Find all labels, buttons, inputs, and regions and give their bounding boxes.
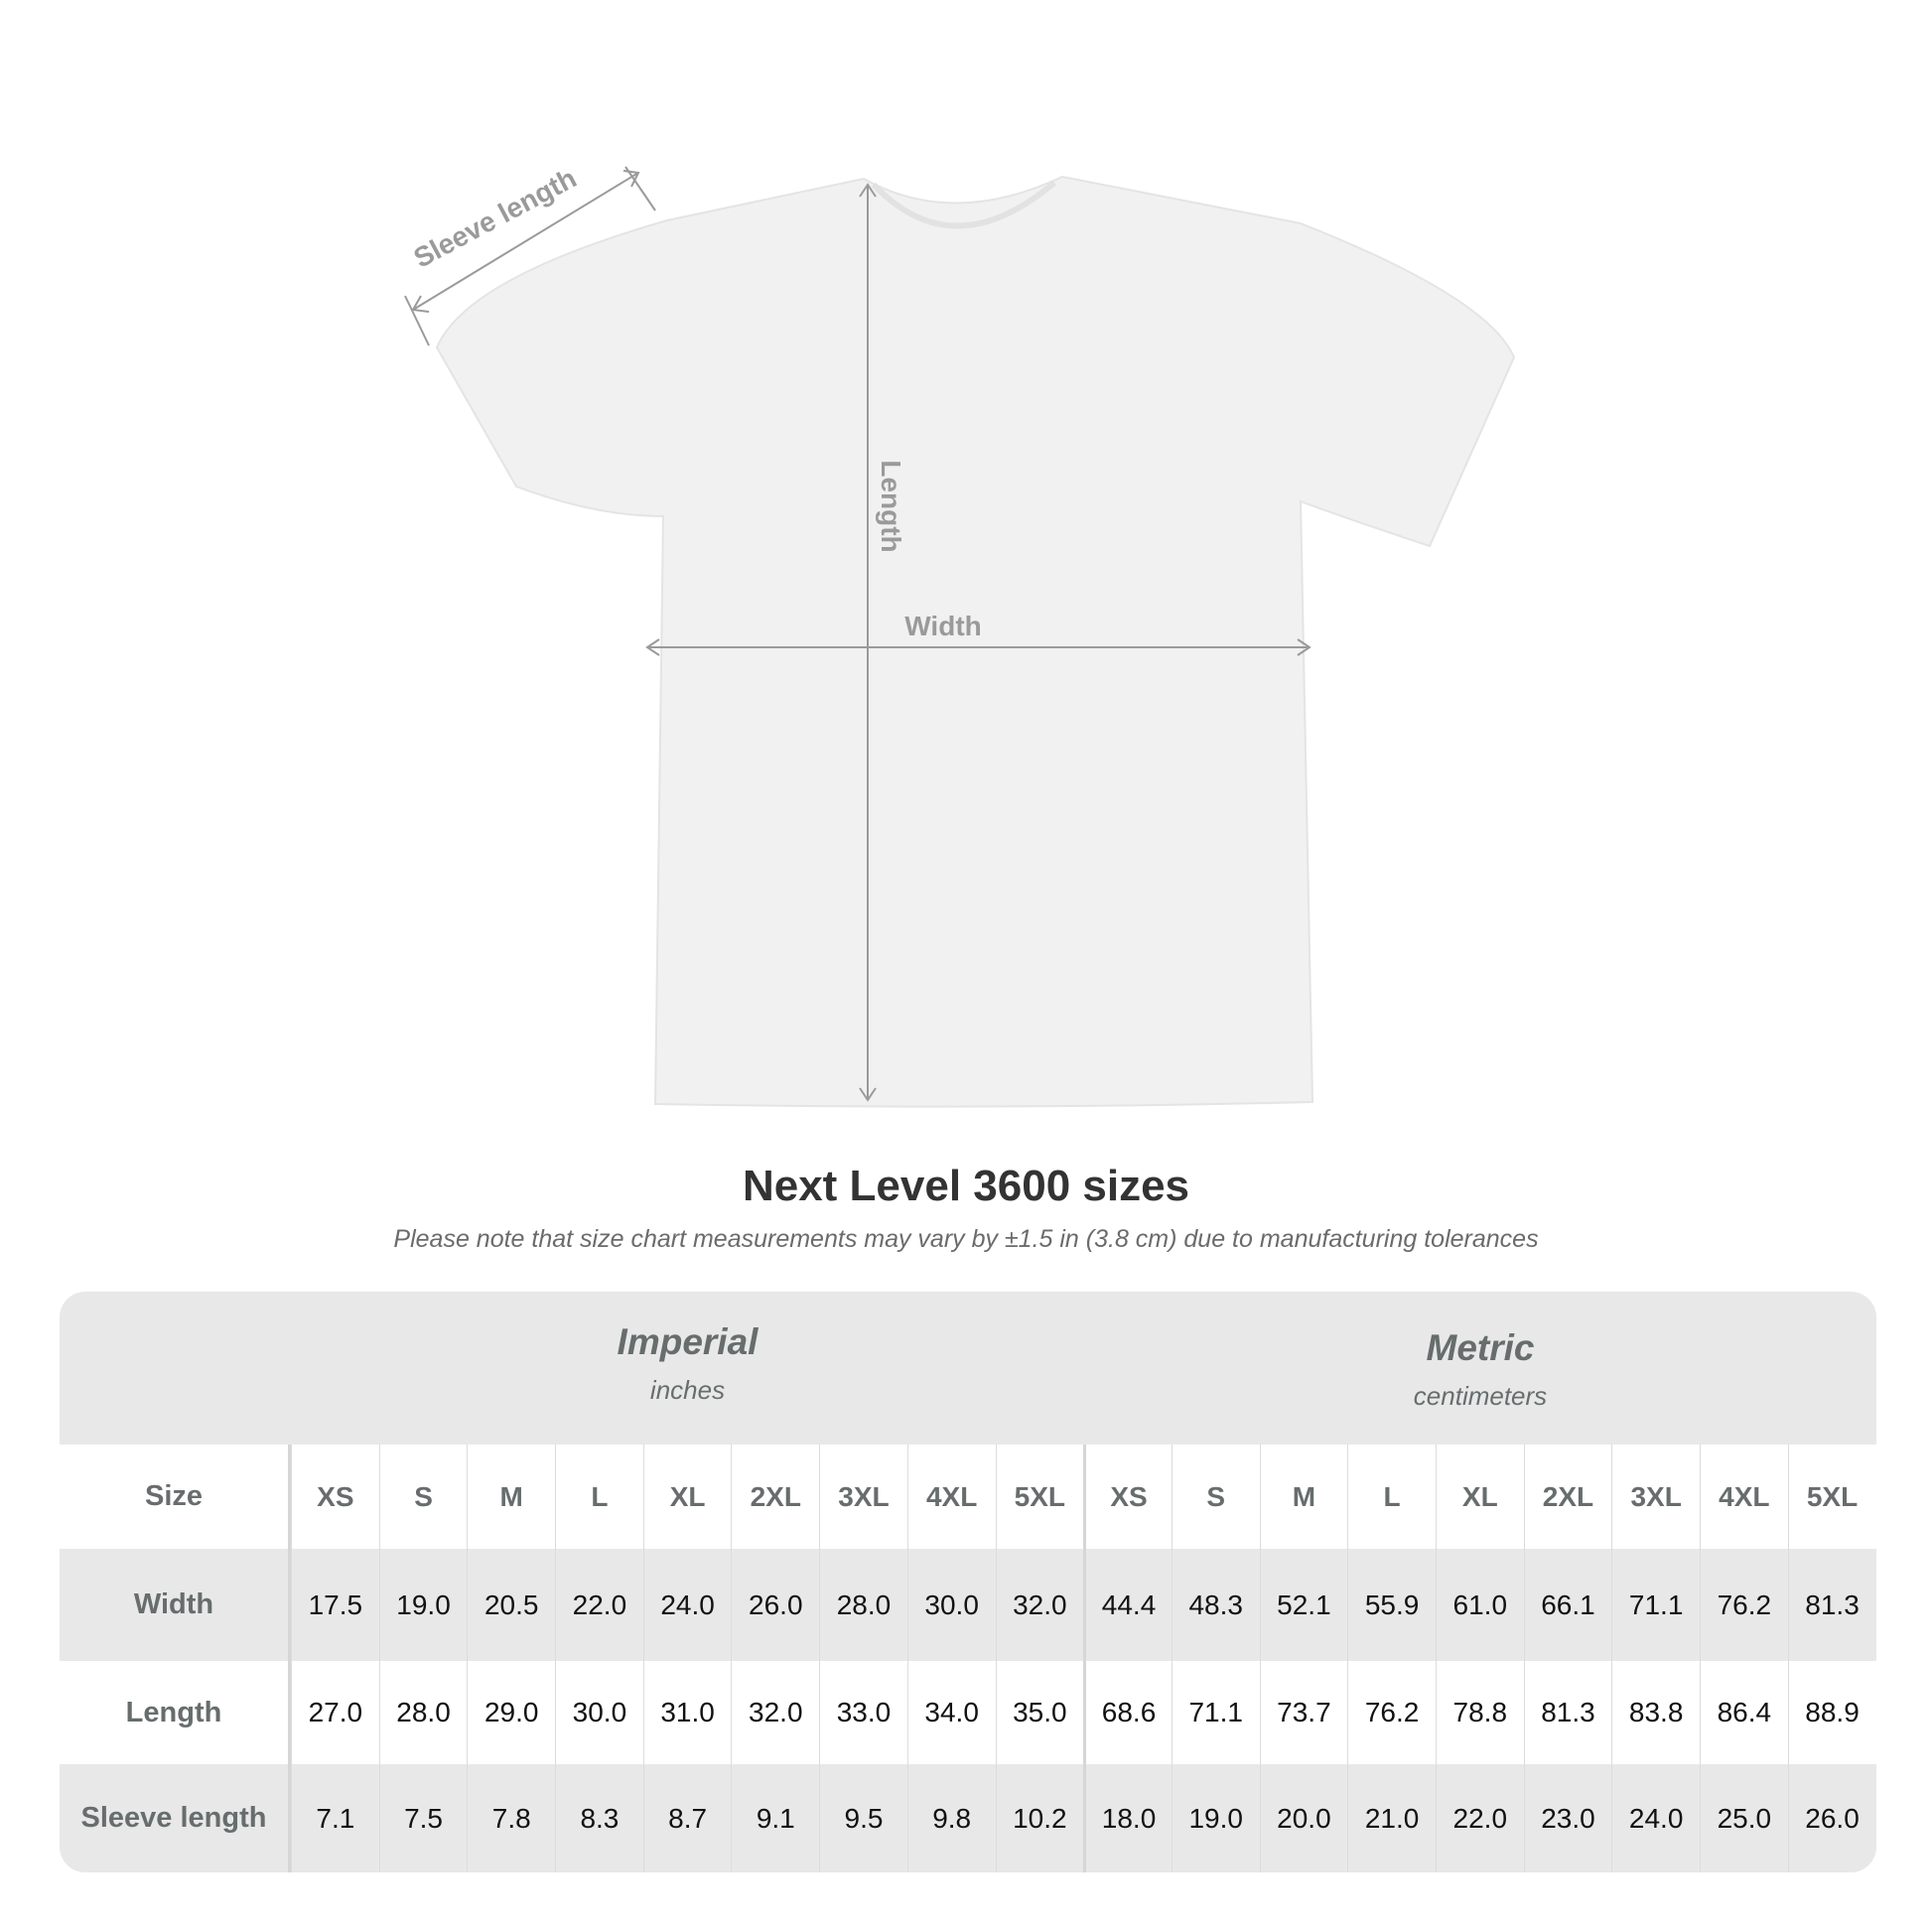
size-label-imperial: 2XL	[731, 1445, 819, 1549]
value-cell-imperial: 32.0	[731, 1661, 819, 1764]
value-cell-metric: 86.4	[1700, 1661, 1788, 1764]
size-label-imperial: M	[467, 1445, 555, 1549]
size-label-imperial: 5XL	[995, 1445, 1084, 1549]
value-cell-metric: 24.0	[1611, 1764, 1700, 1872]
value-cell-metric: 81.3	[1787, 1549, 1876, 1661]
value-cell-metric: 76.2	[1347, 1661, 1436, 1764]
value-cell-imperial: 7.8	[467, 1764, 555, 1872]
value-cell-imperial: 8.3	[555, 1764, 643, 1872]
value-cell-imperial: 28.0	[378, 1661, 468, 1764]
value-cell-imperial: 33.0	[819, 1661, 907, 1764]
value-cell-imperial: 9.1	[731, 1764, 819, 1872]
row-label: Length	[60, 1661, 291, 1764]
value-cell-imperial: 29.0	[467, 1661, 555, 1764]
value-cell-metric: 21.0	[1347, 1764, 1436, 1872]
size-label-imperial: XL	[642, 1445, 732, 1549]
value-cell-imperial: 7.1	[291, 1764, 379, 1872]
size-label-metric: 3XL	[1611, 1445, 1700, 1549]
value-cell-imperial: 26.0	[731, 1549, 819, 1661]
value-cell-metric: 48.3	[1171, 1549, 1260, 1661]
value-cell-metric: 88.9	[1787, 1661, 1876, 1764]
value-cell-imperial: 22.0	[555, 1549, 643, 1661]
size-label-metric: XL	[1435, 1445, 1524, 1549]
value-cell-metric: 20.0	[1259, 1764, 1348, 1872]
metric-header: Metric centimeters	[1084, 1327, 1876, 1412]
imperial-unit: inches	[649, 1375, 726, 1405]
value-cell-metric: 73.7	[1259, 1661, 1348, 1764]
tshirt-diagram: Sleeve length Length Width	[404, 163, 1516, 1108]
value-cell-metric: 25.0	[1700, 1764, 1788, 1872]
page-title: Next Level 3600 sizes	[742, 1162, 1190, 1210]
value-cell-imperial: 35.0	[995, 1661, 1084, 1764]
sleeve-arrow	[412, 172, 639, 311]
size-header-row: Size XS S M L XL 2XL 3XL 4XL 5XL XS S M L XL 2XL 3XL 4XL 5…	[60, 1445, 1876, 1549]
size-label-metric: L	[1347, 1445, 1436, 1549]
value-cell-metric: 61.0	[1435, 1549, 1524, 1661]
value-cell-metric: 23.0	[1523, 1764, 1612, 1872]
size-label-imperial: XS	[291, 1445, 379, 1549]
value-cell-metric: 68.6	[1083, 1661, 1172, 1764]
size-label-imperial: 3XL	[819, 1445, 907, 1549]
imperial-header: Imperial inches	[291, 1321, 1084, 1406]
value-cell-imperial: 28.0	[819, 1549, 907, 1661]
size-label-metric: 2XL	[1523, 1445, 1612, 1549]
tshirt-collar	[871, 180, 1056, 229]
size-label-metric: M	[1259, 1445, 1348, 1549]
value-cell-imperial: 17.5	[291, 1549, 379, 1661]
value-cell-imperial: 8.7	[642, 1764, 732, 1872]
length-label: Length	[876, 460, 906, 552]
size-label-metric: 5XL	[1787, 1445, 1876, 1549]
size-label-imperial: S	[378, 1445, 468, 1549]
value-cell-metric: 71.1	[1611, 1549, 1700, 1661]
width-label: Width	[904, 611, 982, 641]
value-cell-metric: 52.1	[1259, 1549, 1348, 1661]
value-cell-imperial: 27.0	[291, 1661, 379, 1764]
size-label-imperial: 4XL	[906, 1445, 996, 1549]
value-cell-metric: 81.3	[1523, 1661, 1612, 1764]
value-cell-metric: 76.2	[1700, 1549, 1788, 1661]
value-cell-metric: 26.0	[1787, 1764, 1876, 1872]
size-label-metric: XS	[1083, 1445, 1172, 1549]
table-row: Sleeve length 7.1 7.5 7.8 8.3 8.7 9.1 9.5 9.8 10.…	[60, 1764, 1876, 1872]
value-cell-imperial: 30.0	[555, 1661, 643, 1764]
sleeve-length-label: Sleeve length	[409, 163, 582, 274]
metric-unit: centimeters	[1413, 1381, 1548, 1411]
value-cell-imperial: 32.0	[995, 1549, 1084, 1661]
row-label: Sleeve length	[60, 1764, 291, 1872]
tshirt-shape	[435, 175, 1516, 1108]
value-cell-imperial: 7.5	[378, 1764, 468, 1872]
value-cell-metric: 44.4	[1083, 1549, 1172, 1661]
value-cell-imperial: 10.2	[995, 1764, 1084, 1872]
value-cell-metric: 71.1	[1171, 1661, 1260, 1764]
table-row: Length 27.0 28.0 29.0 30.0 31.0 32.0 33.0 34.0 35…	[60, 1661, 1876, 1764]
value-cell-imperial: 9.8	[906, 1764, 996, 1872]
imperial-label: Imperial	[617, 1321, 759, 1362]
value-cell-metric: 83.8	[1611, 1661, 1700, 1764]
value-cell-metric: 19.0	[1171, 1764, 1260, 1872]
table-row: Width 17.5 19.0 20.5 22.0 24.0 26.0 28.0 30.0 32.…	[60, 1549, 1876, 1661]
value-cell-metric: 22.0	[1435, 1764, 1524, 1872]
value-cell-metric: 78.8	[1435, 1661, 1524, 1764]
value-cell-metric: 66.1	[1523, 1549, 1612, 1661]
value-cell-imperial: 34.0	[906, 1661, 996, 1764]
size-label-metric: S	[1171, 1445, 1260, 1549]
row-label: Size	[60, 1445, 291, 1549]
value-cell-metric: 55.9	[1347, 1549, 1436, 1661]
metric-label: Metric	[1426, 1327, 1535, 1368]
value-cell-imperial: 20.5	[467, 1549, 555, 1661]
value-cell-metric: 18.0	[1083, 1764, 1172, 1872]
tolerance-note: Please note that size chart measurements…	[393, 1225, 1539, 1253]
size-table: Imperial inches Metric centimeters Size X…	[60, 1292, 1876, 1872]
size-label-imperial: L	[555, 1445, 643, 1549]
value-cell-imperial: 24.0	[642, 1549, 732, 1661]
value-cell-imperial: 30.0	[906, 1549, 996, 1661]
value-cell-imperial: 9.5	[819, 1764, 907, 1872]
value-cell-imperial: 19.0	[378, 1549, 468, 1661]
row-label: Width	[60, 1549, 291, 1661]
size-label-metric: 4XL	[1700, 1445, 1788, 1549]
value-cell-imperial: 31.0	[642, 1661, 732, 1764]
